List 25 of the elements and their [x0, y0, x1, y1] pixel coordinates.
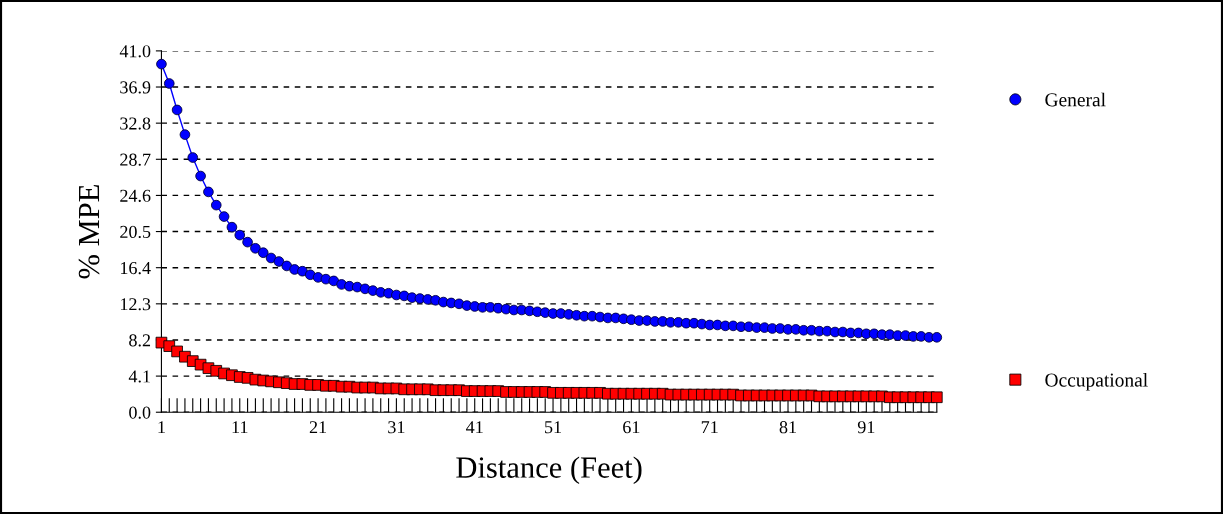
y-tick-label: 41.0 [119, 45, 151, 58]
y-tick-label: 0.0 [129, 406, 151, 419]
y-tick-label: 36.9 [120, 81, 151, 94]
y-axis-title: % MPE [78, 185, 100, 279]
y-tick-label: 4.1 [128, 370, 150, 383]
x-tick-label: 31 [388, 421, 405, 434]
x-tick-label: 91 [857, 421, 875, 434]
y-tick-label: 12.3 [121, 298, 151, 311]
x-tick-label: 1 [158, 421, 165, 434]
x-tick-label: 21 [309, 421, 327, 434]
y-tick-label: 8.2 [129, 334, 151, 347]
legend-label: General [1045, 92, 1106, 107]
x-tick-label: 81 [779, 421, 796, 434]
y-tick-label: 16.4 [121, 262, 151, 275]
x-axis-title: Distance (Feet) [456, 456, 642, 485]
x-tick-label: 41 [466, 421, 483, 434]
x-tick-label: 51 [545, 421, 561, 434]
x-tick-label: 71 [701, 421, 718, 434]
x-tick-label: 11 [232, 421, 248, 434]
x-tick-label: 61 [623, 421, 640, 434]
y-tick-label: 28.7 [120, 153, 151, 166]
y-tick-label: 32.8 [120, 117, 151, 130]
y-tick-label: 20.5 [120, 225, 151, 239]
legend-label: Occupational [1045, 372, 1148, 391]
y-tick-label: 24.6 [120, 189, 151, 202]
